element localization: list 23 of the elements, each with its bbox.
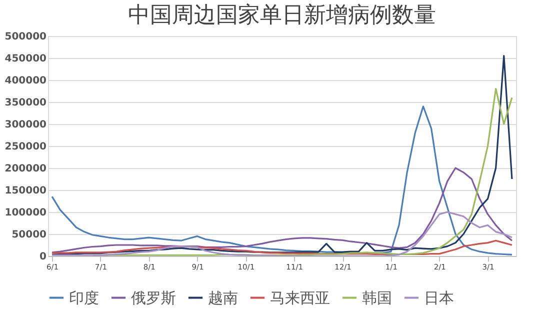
- line-series: [51, 167, 513, 254]
- y-tick-label: 200000: [4, 164, 47, 174]
- line-series: [51, 55, 513, 256]
- y-tick-label: 100000: [4, 208, 47, 218]
- y-tick-label: 400000: [4, 76, 47, 86]
- legend-label: 俄罗斯: [131, 288, 176, 307]
- y-tick-label: 50000: [12, 230, 47, 240]
- y-tick-label: 500000: [4, 32, 47, 42]
- line-series: [51, 240, 513, 256]
- y-tick-label: 0: [40, 252, 47, 262]
- y-tick-label: 250000: [4, 142, 47, 152]
- legend-label: 印度: [69, 288, 99, 307]
- line-series: [51, 106, 513, 256]
- legend-label: 越南: [208, 288, 238, 307]
- legend-label: 马来西亚: [270, 288, 330, 307]
- y-tick-label: 150000: [4, 186, 47, 196]
- y-tick-label: 350000: [4, 98, 47, 108]
- chart-title: 中国周边国家单日新增病例数量: [128, 3, 436, 28]
- legend-label: 韩国: [362, 288, 392, 307]
- y-tick-label: 300000: [4, 120, 47, 130]
- legend-label: 日本: [424, 288, 454, 307]
- line-series: [51, 211, 513, 256]
- y-tick-label: 450000: [4, 54, 47, 64]
